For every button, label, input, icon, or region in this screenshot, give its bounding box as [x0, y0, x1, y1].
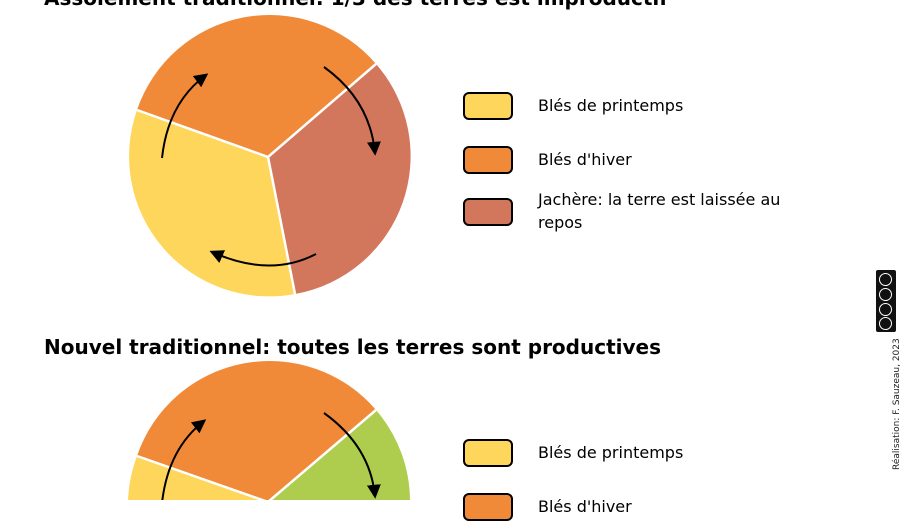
pie2-slice-green — [270, 410, 410, 500]
credit: Réalisation: F. Sauzeau, 2023 — [882, 338, 902, 470]
cc-license-icon — [876, 270, 896, 332]
legend-swatch — [463, 198, 513, 226]
rotation-arrow-5 — [323, 412, 381, 499]
legend-label: Blés d'hiver — [538, 497, 632, 516]
pie1-slice-printemps — [129, 110, 295, 297]
rotation-arrow-1 — [161, 73, 209, 159]
legend-label: Blés de printemps — [538, 443, 684, 462]
legend-swatch — [463, 439, 513, 467]
legend2-item-hiver: Blés d'hiver — [463, 493, 783, 521]
credit-text: Réalisation: F. Sauzeau, 2023 — [892, 338, 902, 470]
legend-label: Blés d'hiver — [538, 150, 632, 169]
legend1-item-jachere: Jachère: la terre est laissée au repos — [463, 190, 783, 234]
pie-chart-1 — [129, 14, 411, 297]
legend-label: Blés de printemps — [538, 96, 684, 115]
pie1-slice-hiver — [137, 14, 376, 157]
pie2-slice-hiver — [137, 360, 376, 500]
legend-swatch — [463, 92, 513, 120]
pie1-slice-jachere — [268, 64, 411, 294]
legend-swatch — [463, 493, 513, 521]
legend1-item-hiver: Blés d'hiver — [463, 146, 783, 174]
legend-swatch — [463, 146, 513, 174]
diagram1-title: Assolement traditionnel: 1/3 des terres … — [44, 0, 668, 10]
rotation-arrow-4 — [161, 419, 207, 500]
pie-chart-2 — [128, 360, 410, 500]
diagrams-canvas — [128, 14, 411, 500]
legend2-item-printemps: Blés de printemps — [463, 439, 783, 467]
rotation-arrow-3 — [209, 250, 317, 267]
legend1-item-printemps: Blés de printemps — [463, 92, 783, 120]
legend-label: Jachère: la terre est laissée au repos — [538, 190, 781, 232]
diagram2-title: Nouvel traditionnel: toutes les terres s… — [44, 335, 662, 359]
rotation-arrow-2 — [323, 66, 381, 156]
